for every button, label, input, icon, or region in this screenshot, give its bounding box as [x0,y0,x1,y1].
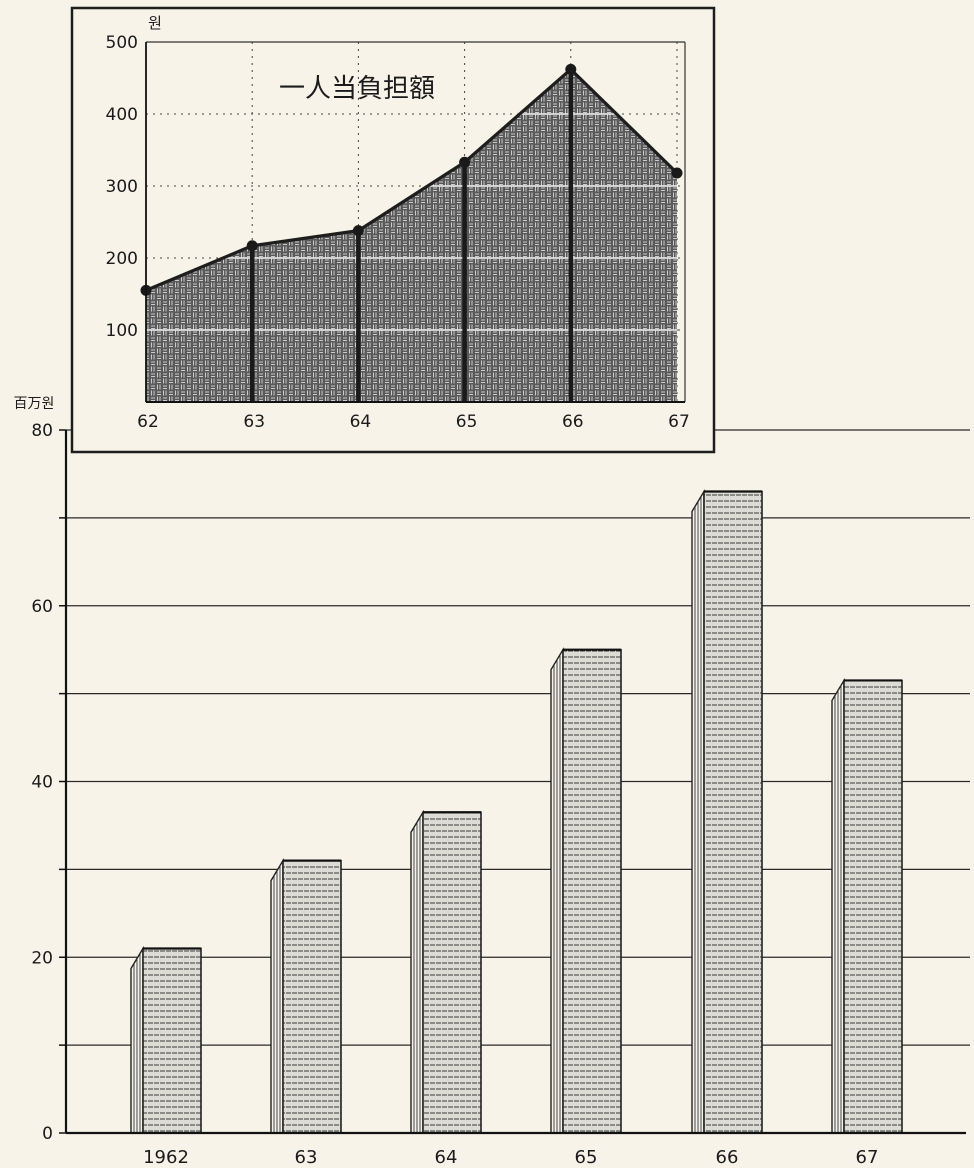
bar-65 [550,647,622,1134]
inset-data-point [565,63,577,75]
main-y-tick-label: 60 [31,597,53,617]
inset-x-tick-label: 63 [243,412,265,432]
main-bars [130,488,903,1134]
inset-chart-title: 一人当負担額 [279,74,435,104]
bar-63 [270,858,342,1134]
inset-data-point [459,156,471,168]
inset-data-point [671,167,683,179]
inset-tick-labels: 100 200 300 400 500 62 63 64 65 66 67 [106,33,690,432]
bar-66 [691,488,763,1134]
main-x-tick-label: 63 [295,1147,318,1168]
inset-series-line [145,67,679,292]
main-x-tick-label: 1962 [143,1147,189,1168]
inset-y-tick-label: 200 [106,249,138,269]
main-x-tick-label: 65 [575,1147,598,1168]
inset-y-axis-label: 원 [148,14,162,32]
inset-area-chart: 100 200 300 400 500 62 63 64 65 66 67 一人当負担額 원 [70,6,716,454]
main-gridlines [66,429,970,1046]
main-x-tick-label: 67 [856,1147,879,1168]
main-x-tick-label: 64 [435,1147,458,1168]
inset-y-tick-label: 400 [106,105,138,125]
inset-x-tick-label: 65 [456,412,478,432]
bar-front-face [843,679,903,1134]
inset-axes [145,42,685,403]
main-y-tick-label: 0 [42,1124,53,1144]
bar-front-face [422,811,482,1134]
inset-x-tick-label: 62 [137,412,159,432]
inset-area-fill [146,69,677,403]
bar-64 [410,809,482,1134]
main-y-tick-label: 80 [31,421,53,441]
inset-y-tick-label: 100 [106,321,138,341]
bar-front-face [703,490,763,1134]
inset-data-point [352,225,364,237]
main-y-axis-label: 百万원 [14,396,55,412]
inset-y-tick-label: 500 [106,33,138,53]
inset-data-point [246,240,258,252]
inset-y-tick-label: 300 [106,177,138,197]
bar-67 [831,677,903,1134]
main-axes [59,429,966,1135]
main-y-tick-label: 40 [31,773,53,793]
inset-x-tick-label: 66 [562,412,584,432]
main-bar-chart: 0 20 40 60 80 1962 63 64 65 66 67 百万원 [14,396,970,1168]
bar-front-face [142,947,202,1134]
main-tick-labels: 0 20 40 60 80 1962 63 64 65 66 67 [31,421,878,1168]
bar-front-face [282,859,342,1134]
inset-x-tick-label: 67 [668,412,690,432]
inset-x-tick-label: 64 [350,412,372,432]
main-x-tick-label: 66 [716,1147,739,1168]
bar-front-face [562,648,622,1134]
main-y-tick-label: 20 [31,948,53,968]
bar-1962 [130,945,202,1134]
